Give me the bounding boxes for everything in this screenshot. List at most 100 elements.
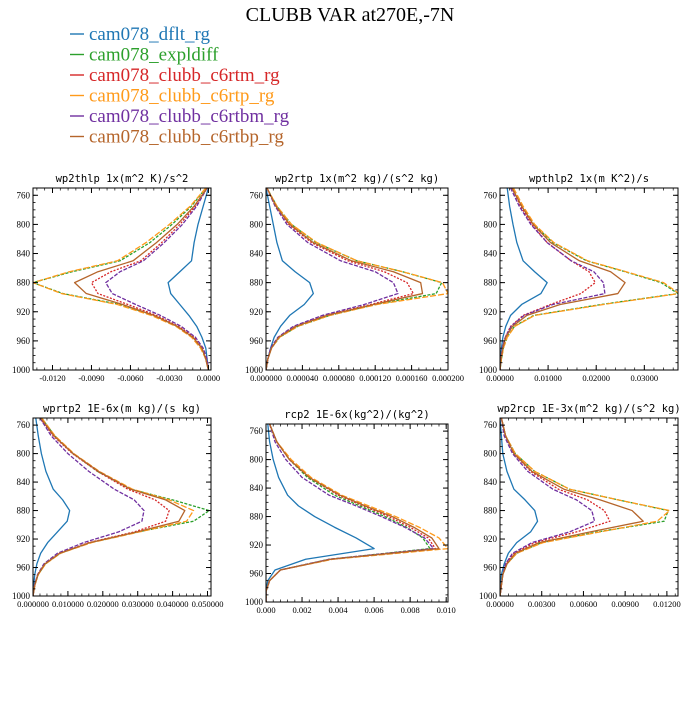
legend: cam078_dflt_rgcam078_expldiffcam078_club… — [70, 24, 290, 148]
legend-entry: cam078_clubb_c6rtbp_rg — [70, 127, 284, 148]
series-line-cam078_clubb_c6rtbm_rg — [33, 418, 145, 596]
series-group — [33, 188, 210, 370]
series-line-cam078_clubb_c6rtp_rg — [33, 418, 195, 596]
panel-title: wpthlp2 1x(m K^2)/s — [529, 173, 649, 185]
series-group — [500, 188, 678, 370]
series-line-cam078_clubb_c6rtm_rg — [90, 188, 210, 370]
series-line-cam078_clubb_c6rtbp_rg — [266, 424, 440, 602]
series-group — [266, 424, 448, 602]
series-line-cam078_clubb_c6rtbp_rg — [33, 418, 186, 596]
y-tick-label: 960 — [17, 563, 31, 573]
panel-title: wp2rtp 1x(m^2 kg)/(s^2 kg) — [275, 173, 439, 185]
y-tick-label: 1000 — [12, 365, 31, 375]
series-line-cam078_clubb_c6rtm_rg — [33, 418, 170, 596]
legend-entry: cam078_clubb_c6rtm_rg — [70, 65, 280, 86]
series-line-cam078_clubb_c6rtbp_rg — [500, 418, 644, 596]
x-tick-label: 0.002 — [292, 605, 311, 615]
y-tick-label: 840 — [250, 483, 264, 493]
chart-panel-1: wp2thlp 1x(m^2 K)/s^2 760 800 840 880 920 960 1… — [12, 173, 220, 383]
y-tick-label: 800 — [484, 449, 498, 459]
series-line-cam078_dflt_rg — [500, 418, 539, 596]
y-tick-label: 840 — [250, 249, 264, 259]
y-tick-label: 1000 — [12, 591, 31, 601]
series-line-cam078_clubb_c6rtbm_rg — [500, 418, 596, 596]
x-tick-label: 0.02000 — [582, 373, 610, 383]
plot-frame — [265, 423, 449, 603]
series-line-cam078_dflt_rg — [500, 188, 548, 370]
series-line-cam078_dflt_rg — [167, 188, 210, 370]
x-tick-label: 0.010 — [437, 605, 456, 615]
panel-title: wp2rcp 1E-3x(m^2 kg)/(s^2 kg) — [497, 403, 680, 415]
series-line-cam078_clubb_c6rtp_rg — [266, 188, 448, 370]
x-tick-label: 0.008 — [401, 605, 420, 615]
y-tick-label: 760 — [250, 190, 264, 200]
plot-frame — [499, 187, 679, 371]
chart-panel-6: wp2rcp 1E-3x(m^2 kg)/(s^2 kg) 760 800 840 88… — [479, 403, 681, 609]
x-tick-label: 0.000000 — [17, 599, 49, 609]
y-tick-label: 760 — [484, 190, 498, 200]
x-tick-label: 0.020000 — [87, 599, 119, 609]
chart-panel-3: wpthlp2 1x(m K^2)/s 760 800 840 880 920 960 100… — [479, 173, 679, 383]
legend-label: cam078_clubb_c6rtp_rg — [89, 86, 275, 107]
plot-frame — [32, 417, 212, 597]
series-line-cam078_clubb_c6rtp_rg — [266, 424, 448, 602]
series-line-cam078_dflt_rg — [33, 418, 71, 596]
x-tick-label: 0.0000 — [197, 373, 220, 383]
legend-label: cam078_dflt_rg — [89, 24, 211, 45]
series-line-cam078_expldiff — [500, 418, 669, 596]
y-tick-label: 960 — [17, 336, 31, 346]
series-line-cam078_clubb_c6rtp_rg — [500, 188, 678, 370]
y-tick-label: 920 — [484, 307, 498, 317]
y-tick-label: 840 — [484, 477, 498, 487]
y-tick-label: 760 — [17, 190, 31, 200]
y-tick-label: 960 — [484, 563, 498, 573]
y-tick-label: 960 — [484, 336, 498, 346]
series-line-cam078_clubb_c6rtm_rg — [266, 424, 437, 602]
legend-label: cam078_clubb_c6rtbp_rg — [89, 127, 284, 148]
x-tick-label: 0.00300 — [528, 599, 556, 609]
legend-label: cam078_clubb_c6rtbm_rg — [89, 106, 290, 127]
legend-entry: cam078_expldiff — [70, 45, 219, 66]
x-tick-label: 0.00000 — [486, 373, 514, 383]
series-group — [266, 188, 448, 370]
series-line-cam078_dflt_rg — [266, 424, 375, 602]
x-tick-label: 0.03000 — [631, 373, 659, 383]
legend-entry: cam078_dflt_rg — [70, 24, 211, 45]
y-tick-label: 880 — [17, 278, 31, 288]
x-tick-label: 0.000120 — [359, 373, 391, 383]
y-tick-label: 800 — [17, 219, 31, 229]
x-tick-label: 0.010000 — [52, 599, 84, 609]
series-line-cam078_dflt_rg — [266, 188, 314, 370]
x-tick-label: 0.004 — [329, 605, 349, 615]
series-line-cam078_clubb_c6rtbp_rg — [73, 188, 210, 370]
y-tick-label: 800 — [484, 219, 498, 229]
plot-frame — [499, 417, 679, 597]
x-tick-label: 0.00600 — [570, 599, 598, 609]
series-line-cam078_expldiff — [33, 188, 210, 370]
x-tick-label: 0.000040 — [286, 373, 318, 383]
x-tick-label: 0.006 — [365, 605, 384, 615]
y-tick-label: 1000 — [245, 597, 264, 607]
x-tick-label: -0.0120 — [39, 373, 65, 383]
legend-entry: cam078_clubb_c6rtbm_rg — [70, 106, 290, 127]
chart-panel-4: wprtp2 1E-6x(m kg)/(s kg) 760 800 840 880 920… — [12, 403, 223, 609]
chart-panel-5: rcp2 1E-6x(kg^2)/(kg^2) 760 800 840 880 920 96… — [245, 409, 456, 615]
y-tick-label: 880 — [250, 512, 264, 522]
x-tick-label: 0.000160 — [396, 373, 428, 383]
x-tick-label: -0.0060 — [117, 373, 143, 383]
chart-panel-2: wp2rtp 1x(m^2 kg)/(s^2 kg) 760 800 840 880 92… — [245, 173, 464, 383]
x-tick-label: 0.000200 — [432, 373, 464, 383]
legend-label: cam078_expldiff — [89, 45, 219, 66]
y-tick-label: 760 — [250, 426, 264, 436]
y-tick-label: 800 — [17, 449, 31, 459]
x-tick-label: 0.00000 — [486, 599, 514, 609]
x-tick-label: 0.00900 — [611, 599, 639, 609]
y-tick-label: 960 — [250, 569, 264, 579]
y-tick-label: 920 — [17, 307, 31, 317]
y-tick-label: 800 — [250, 219, 264, 229]
series-line-cam078_clubb_c6rtbp_rg — [266, 188, 424, 370]
y-tick-label: 880 — [484, 278, 498, 288]
y-tick-label: 880 — [484, 506, 498, 516]
series-group — [500, 418, 671, 596]
